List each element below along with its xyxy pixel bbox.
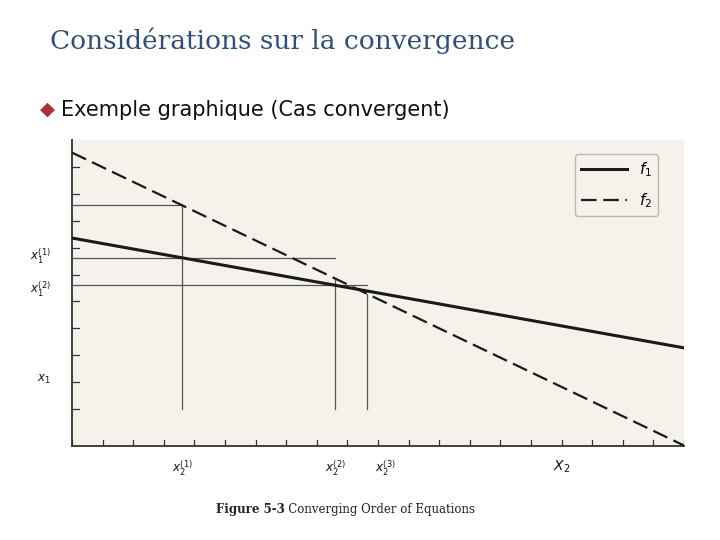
- Text: Considérations sur la convergence: Considérations sur la convergence: [50, 27, 516, 53]
- Text: $x_1^{(1)}$: $x_1^{(1)}$: [30, 247, 50, 266]
- Text: Exemple graphique (Cas convergent): Exemple graphique (Cas convergent): [61, 100, 450, 120]
- Legend: $f_1$, $f_2$: $f_1$, $f_2$: [575, 154, 658, 216]
- Text: $X_2$: $X_2$: [553, 459, 570, 475]
- Text: Converging Order of Equations: Converging Order of Equations: [277, 503, 475, 516]
- Text: $x_2^{(3)}$: $x_2^{(3)}$: [374, 459, 395, 478]
- Text: $x_1$: $x_1$: [37, 373, 50, 386]
- Text: $x_2^{(1)}$: $x_2^{(1)}$: [172, 459, 192, 478]
- Text: $x_1^{(2)}$: $x_1^{(2)}$: [30, 279, 50, 299]
- Text: ◆: ◆: [40, 100, 55, 119]
- Text: $x_2^{(2)}$: $x_2^{(2)}$: [325, 459, 346, 478]
- Text: Figure 5-3: Figure 5-3: [216, 503, 285, 516]
